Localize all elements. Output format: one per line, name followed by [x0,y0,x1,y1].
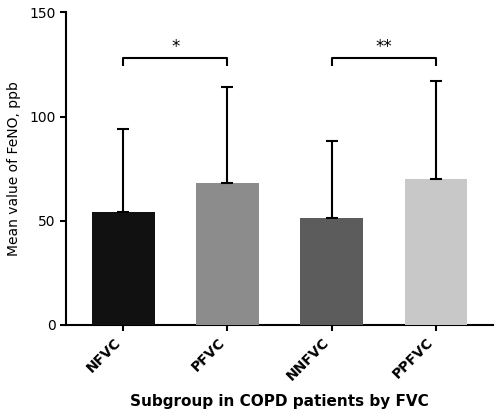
Bar [404,179,467,324]
Text: *: * [171,38,179,56]
X-axis label: Subgroup in COPD patients by FVC: Subgroup in COPD patients by FVC [130,394,429,409]
Bar [196,183,258,324]
Bar [92,212,154,324]
Bar [300,218,363,324]
Y-axis label: Mean value of FeNO, ppb: Mean value of FeNO, ppb [7,81,21,256]
Text: **: ** [376,38,392,56]
